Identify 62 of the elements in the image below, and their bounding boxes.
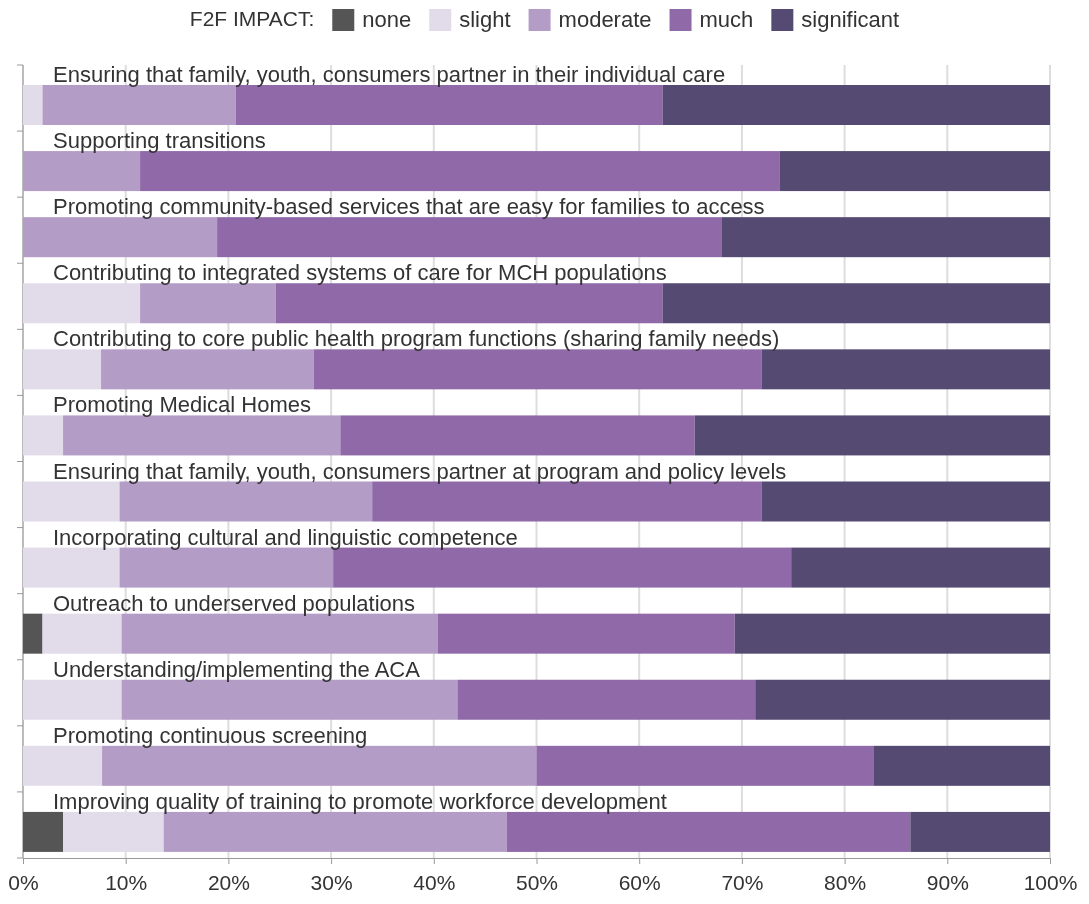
legend-label: much — [699, 7, 754, 32]
bar — [23, 613, 43, 654]
x-tick-label: 60% — [618, 871, 661, 895]
y-tick-label: Incorporating cultural and linguistic competence — [53, 524, 518, 550]
bar — [23, 151, 141, 192]
bar — [662, 85, 1050, 125]
y-tick-label: Outreach to underserved populations — [53, 590, 416, 616]
bar — [791, 547, 1050, 588]
bar — [23, 349, 102, 390]
y-tick-label: Promoting continuous screening — [53, 722, 368, 748]
bar — [42, 85, 236, 125]
x-tick-label: 30% — [310, 871, 353, 895]
x-tick-label: 10% — [105, 871, 148, 895]
x-tick-label: 100% — [1023, 871, 1078, 895]
bar — [217, 217, 722, 258]
y-tick-label: Promoting Medical Homes — [53, 392, 311, 418]
legend-title: F2F IMPACT: — [189, 7, 315, 30]
bar — [662, 283, 1050, 324]
x-tick-label: 70% — [721, 871, 764, 895]
bar — [536, 745, 874, 786]
x-tick-label: 20% — [207, 871, 250, 895]
bar — [721, 217, 1050, 258]
x-tick-label: 80% — [824, 871, 867, 895]
legend-label: none — [362, 7, 412, 32]
x-tick-label: 0% — [8, 871, 39, 895]
y-tick-label: Ensuring that family, youth, consumers partner in their individual care — [53, 62, 726, 87]
x-tick-label: 50% — [515, 871, 559, 895]
bar — [457, 679, 756, 720]
bar — [873, 745, 1050, 786]
bar — [23, 283, 141, 324]
bar — [140, 151, 780, 192]
legend-label: slight — [459, 7, 511, 32]
bar — [755, 679, 1050, 720]
bar — [63, 415, 341, 456]
bar — [340, 415, 695, 456]
bar — [734, 613, 1050, 654]
bar — [42, 613, 122, 654]
bar — [779, 151, 1050, 192]
legend-label: moderate — [558, 7, 652, 32]
bar — [140, 283, 276, 324]
y-tick-label: Promoting community-based services that are easy for families to access — [53, 194, 765, 220]
bar — [235, 85, 663, 125]
bar — [23, 85, 43, 125]
y-tick-label: Understanding/implementing the ACA — [53, 656, 421, 682]
y-tick-label: Contributing to integrated systems of care for MCH populations — [53, 260, 667, 286]
bar — [101, 349, 314, 390]
bar — [761, 349, 1050, 390]
bar — [694, 415, 1050, 456]
bar — [313, 349, 762, 390]
y-tick-label: Supporting transitions — [53, 128, 266, 154]
legend-label: significant — [801, 7, 900, 32]
bar — [910, 811, 1050, 852]
bar — [23, 415, 64, 456]
bar — [23, 217, 218, 258]
bar — [761, 481, 1050, 522]
y-tick-label: Contributing to core public health program functions (sharing family needs) — [53, 326, 780, 352]
x-tick-label: 40% — [413, 871, 456, 895]
bar — [437, 613, 735, 654]
y-tick-label: Ensuring that family, youth, consumers partner at program and policy levels — [53, 458, 787, 484]
x-tick-label: 90% — [926, 871, 969, 895]
y-tick-label: Improving quality of training to promote workforce development — [53, 788, 667, 814]
bar — [275, 283, 663, 324]
